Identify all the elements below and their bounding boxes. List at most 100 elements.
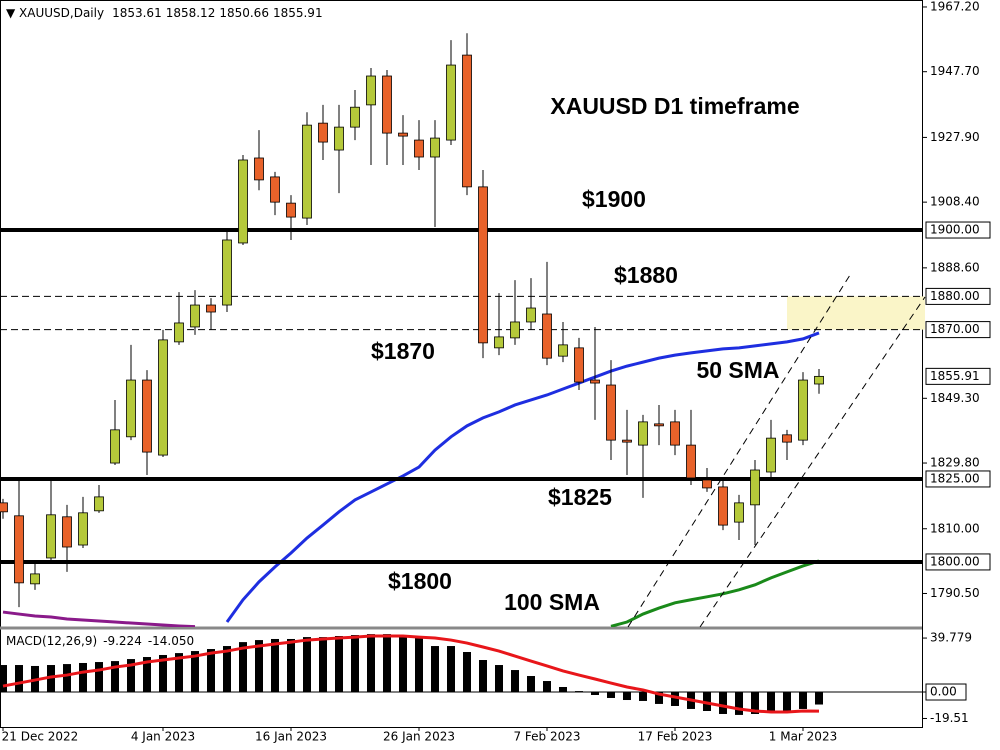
macd-bar bbox=[63, 664, 71, 693]
low-value: 1850.66 bbox=[219, 6, 269, 20]
x-tick-label: 17 Feb 2023 bbox=[638, 730, 713, 744]
candle-body bbox=[734, 502, 744, 523]
x-tick-label: 1 Mar 2023 bbox=[769, 730, 837, 744]
level-label: 1825.00 bbox=[930, 471, 980, 485]
candle-body bbox=[94, 496, 104, 512]
candle-body bbox=[606, 384, 616, 441]
macd-bar bbox=[511, 670, 519, 693]
macd-bar bbox=[191, 651, 199, 693]
level-label: 1880.00 bbox=[930, 289, 980, 303]
macd-bar bbox=[399, 636, 407, 693]
macd-bar bbox=[751, 692, 759, 714]
macd-bar bbox=[495, 665, 503, 693]
candle-body bbox=[0, 502, 8, 513]
level-annotation: $1900 bbox=[582, 186, 646, 212]
candle-body bbox=[622, 439, 632, 443]
level-label-box bbox=[925, 470, 991, 488]
candle-body bbox=[814, 375, 824, 385]
macd-bar bbox=[335, 636, 343, 693]
candle-body bbox=[334, 126, 344, 151]
candle-body bbox=[766, 437, 776, 473]
open-value: 1853.61 bbox=[112, 6, 162, 20]
level-label: 1900.00 bbox=[930, 223, 980, 237]
macd-bar bbox=[319, 637, 327, 693]
candle-body bbox=[462, 54, 472, 188]
x-tick-label: 7 Feb 2023 bbox=[513, 730, 580, 744]
level-annotation: $1870 bbox=[371, 338, 435, 364]
level-annotation: $1880 bbox=[614, 262, 678, 288]
macd-bar bbox=[767, 692, 775, 712]
candle-body bbox=[222, 239, 232, 306]
macd-bar bbox=[431, 646, 439, 693]
macd-bar bbox=[303, 637, 311, 693]
macd-bar bbox=[719, 692, 727, 714]
candle-body bbox=[446, 64, 456, 141]
macd-bar bbox=[127, 659, 135, 693]
macd-bar bbox=[223, 646, 231, 693]
macd-bar bbox=[95, 662, 103, 693]
y-tick-label: 39.779 bbox=[930, 631, 972, 645]
macd-bar bbox=[815, 692, 823, 705]
candle-body bbox=[142, 379, 152, 453]
x-tick-label: 21 Dec 2022 bbox=[2, 730, 79, 744]
candle-body bbox=[302, 124, 312, 219]
channel-lines bbox=[627, 274, 926, 628]
macd-bar bbox=[799, 692, 807, 709]
plot-frame bbox=[0, 0, 923, 728]
level-label-box bbox=[925, 287, 991, 305]
macd-bar bbox=[255, 640, 263, 693]
macd-bar bbox=[575, 691, 583, 693]
macd-bar bbox=[735, 692, 743, 715]
moving-average-line bbox=[225, 331, 820, 623]
candle-body bbox=[638, 421, 648, 446]
candle-body bbox=[254, 157, 264, 181]
candle-body bbox=[398, 132, 408, 137]
macd-bar bbox=[623, 692, 631, 701]
candle-body bbox=[430, 137, 440, 158]
macd-bar bbox=[351, 635, 359, 693]
y-tick-label: -19.51 bbox=[930, 711, 969, 725]
level-label-box bbox=[925, 321, 991, 339]
macd-bar bbox=[783, 692, 791, 711]
candle-body bbox=[126, 379, 136, 438]
candle-body bbox=[174, 322, 184, 343]
level-label-box bbox=[925, 683, 967, 701]
sma-label: 50 SMA bbox=[696, 357, 779, 383]
candle-body bbox=[110, 429, 120, 464]
sma-label: 100 SMA bbox=[504, 589, 600, 615]
macd-bar bbox=[239, 642, 247, 693]
x-tick-label: 4 Jan 2023 bbox=[131, 730, 195, 744]
candle-body bbox=[478, 186, 488, 344]
macd-header: MACD(12,26,9) -9.224 -14.050 bbox=[6, 634, 194, 648]
macd-bar bbox=[655, 692, 663, 704]
candle-body bbox=[718, 486, 728, 526]
candle-body bbox=[494, 336, 504, 349]
macd-bar bbox=[159, 654, 167, 693]
candle-body bbox=[158, 339, 168, 456]
candle-body bbox=[686, 444, 696, 479]
macd-bar bbox=[639, 692, 647, 701]
channel-line bbox=[627, 274, 851, 628]
level-label: 1800.00 bbox=[930, 554, 980, 568]
macd-bar bbox=[47, 665, 55, 693]
y-tick-label: 1810.00 bbox=[930, 521, 980, 535]
candle-body bbox=[414, 139, 424, 158]
current-price-box bbox=[925, 367, 991, 385]
level-annotation: $1825 bbox=[548, 484, 612, 510]
macd-bar bbox=[207, 649, 215, 693]
current-price-label: 1855.91 bbox=[930, 369, 980, 383]
candle-body bbox=[798, 379, 808, 441]
candle-body bbox=[558, 344, 568, 357]
candle-body bbox=[366, 75, 376, 106]
macd-bar bbox=[463, 652, 471, 693]
macd-bar bbox=[111, 661, 119, 693]
candle-body bbox=[46, 514, 56, 559]
chart-header: ▼ XAUUSD,Daily 1853.61 1858.12 1850.66 1855.… bbox=[6, 6, 323, 20]
candle-body bbox=[654, 423, 664, 427]
candle-body bbox=[350, 106, 360, 128]
macd-bar bbox=[559, 686, 567, 693]
y-tick-label: 1927.90 bbox=[930, 130, 980, 144]
y-tick-label: 1849.30 bbox=[930, 391, 980, 405]
y-tick-label: 1967.20 bbox=[930, 0, 980, 13]
candle-body bbox=[30, 573, 40, 585]
